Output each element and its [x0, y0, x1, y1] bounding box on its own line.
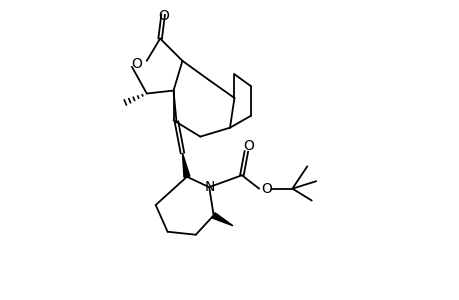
Polygon shape — [212, 213, 232, 226]
Text: O: O — [158, 9, 169, 23]
Polygon shape — [182, 153, 190, 177]
Text: N: N — [204, 180, 214, 194]
Text: O: O — [243, 139, 254, 152]
Text: O: O — [131, 57, 141, 71]
Text: O: O — [261, 182, 272, 196]
